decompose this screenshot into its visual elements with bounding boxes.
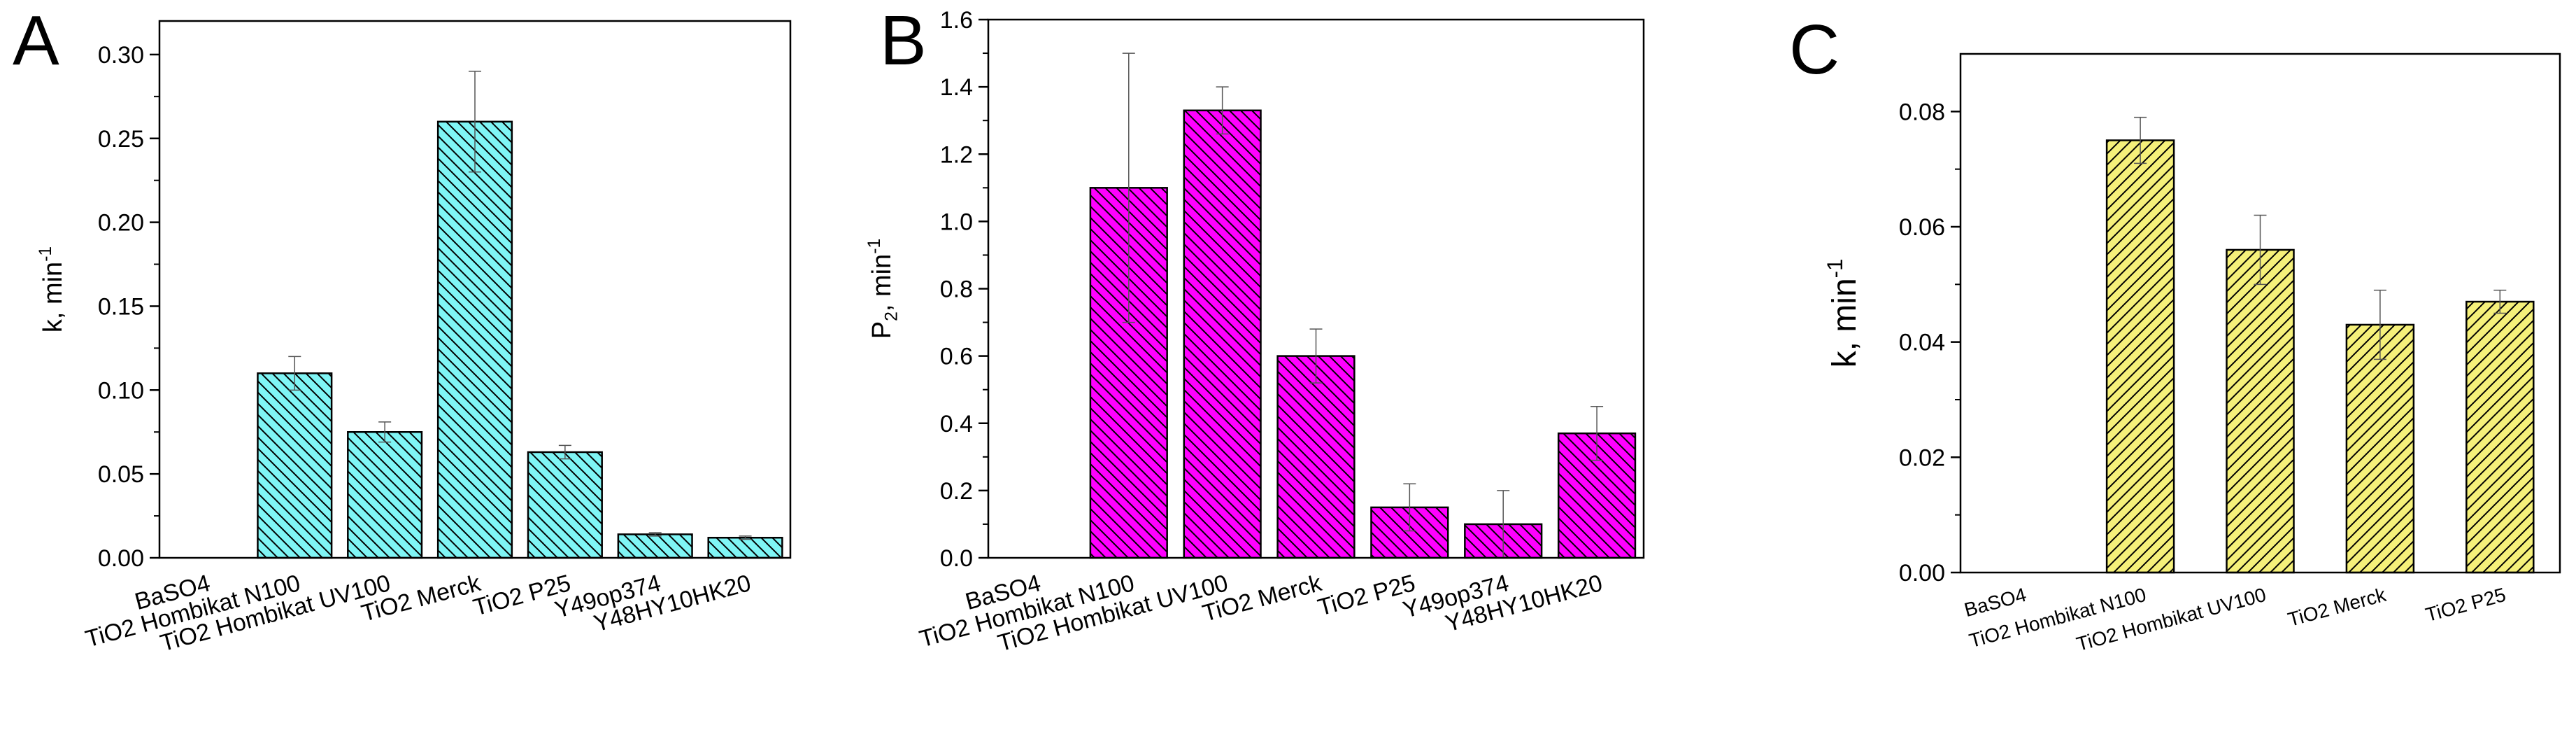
y-tick-label: 1.4 — [940, 74, 973, 101]
y-axis-label: P2, min-1 — [865, 239, 902, 339]
y-axis-label-main: k, min — [38, 262, 68, 332]
y-tick-label: 0.02 — [1899, 444, 1945, 471]
bar — [2345, 323, 2415, 574]
y-tick-label: 1.6 — [940, 7, 973, 34]
bar — [707, 536, 783, 559]
y-tick-label: 0.2 — [940, 478, 973, 505]
y-tick-label: 0.4 — [940, 411, 973, 437]
y-tick-label: 0.6 — [940, 344, 973, 370]
y-tick-label: 1.2 — [940, 141, 973, 168]
y-tick-label: 0.08 — [1899, 99, 1945, 125]
y-tick-label: 0.04 — [1899, 330, 1945, 356]
bar — [527, 451, 603, 559]
bar — [617, 533, 693, 559]
y-axis-label-sup: -1 — [865, 239, 884, 254]
y-tick-label: 0.05 — [98, 461, 144, 488]
y-axis-label-sup: -1 — [1823, 259, 1847, 279]
bar — [257, 372, 333, 559]
y-tick-label: 0.10 — [98, 377, 144, 404]
y-tick-label: 1.0 — [940, 209, 973, 235]
panel-letter: B — [880, 1, 927, 80]
bar — [436, 120, 513, 559]
y-tick-label: 0.00 — [98, 545, 144, 572]
panel-letter: A — [13, 1, 59, 80]
y-tick-label: 0.25 — [98, 126, 144, 153]
y-tick-label: 0.0 — [940, 545, 973, 572]
bar — [347, 430, 423, 559]
y-axis-label-main: k, min — [1826, 278, 1863, 367]
category-label: BaSO4 — [1962, 584, 2028, 621]
plot-frame — [158, 20, 792, 559]
bar — [1183, 109, 1262, 559]
y-axis-label-rest: , min — [867, 254, 897, 311]
y-tick-label: 0.30 — [98, 42, 144, 69]
y-axis-label: k, min-1 — [36, 246, 68, 332]
bar — [1276, 355, 1355, 559]
y-tick-label: 0.20 — [98, 210, 144, 237]
bar — [2226, 248, 2295, 574]
category-label: TiO2 Merck — [2286, 584, 2389, 631]
y-tick-label: 0.00 — [1899, 560, 1945, 587]
y-axis-label-sub: 2 — [883, 311, 902, 321]
bar — [2105, 139, 2175, 574]
y-tick-label: 0.8 — [940, 276, 973, 303]
y-axis-label: k, min-1 — [1823, 259, 1863, 368]
y-tick-label: 0.15 — [98, 293, 144, 320]
category-label: TiO2 P25 — [1315, 570, 1418, 622]
category-label: TiO2 P25 — [2424, 584, 2508, 626]
y-tick-label: 0.06 — [1899, 214, 1945, 241]
bar — [2465, 300, 2535, 574]
plot-frame — [1959, 52, 2561, 574]
panel-letter: C — [1789, 10, 1840, 89]
y-axis-label-sup: -1 — [36, 246, 55, 262]
y-axis-label-main: P — [867, 321, 897, 339]
